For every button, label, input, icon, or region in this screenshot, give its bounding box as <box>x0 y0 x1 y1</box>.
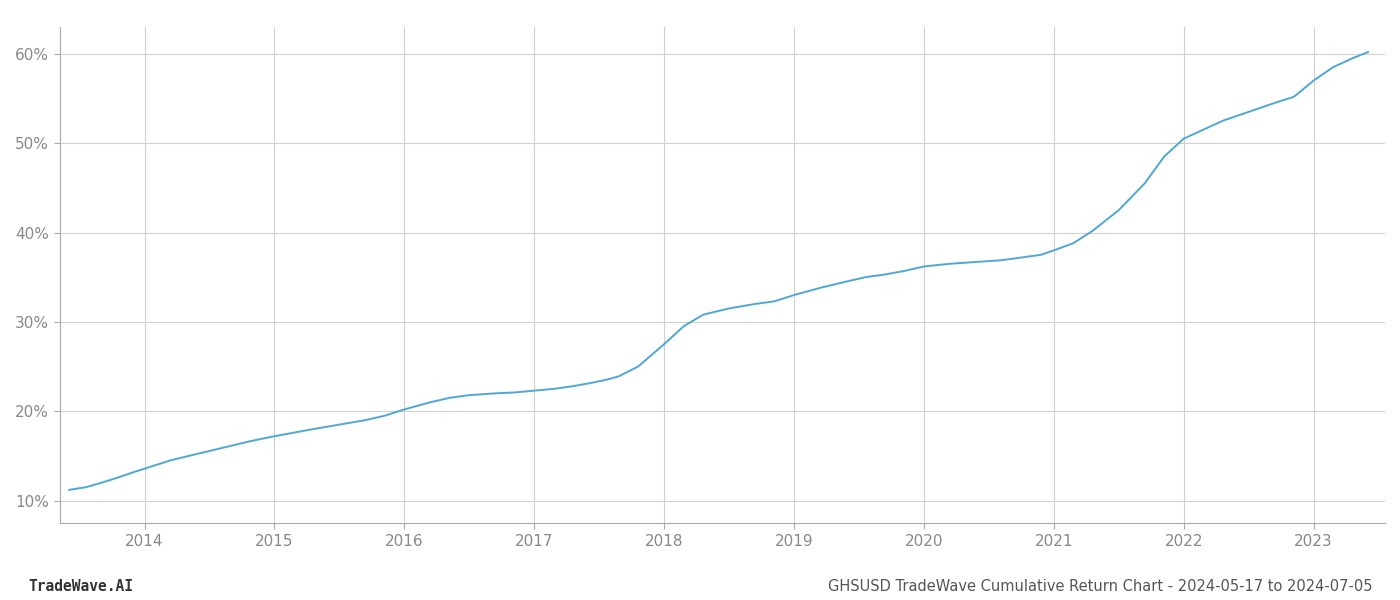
Text: GHSUSD TradeWave Cumulative Return Chart - 2024-05-17 to 2024-07-05: GHSUSD TradeWave Cumulative Return Chart… <box>827 579 1372 594</box>
Text: TradeWave.AI: TradeWave.AI <box>28 579 133 594</box>
